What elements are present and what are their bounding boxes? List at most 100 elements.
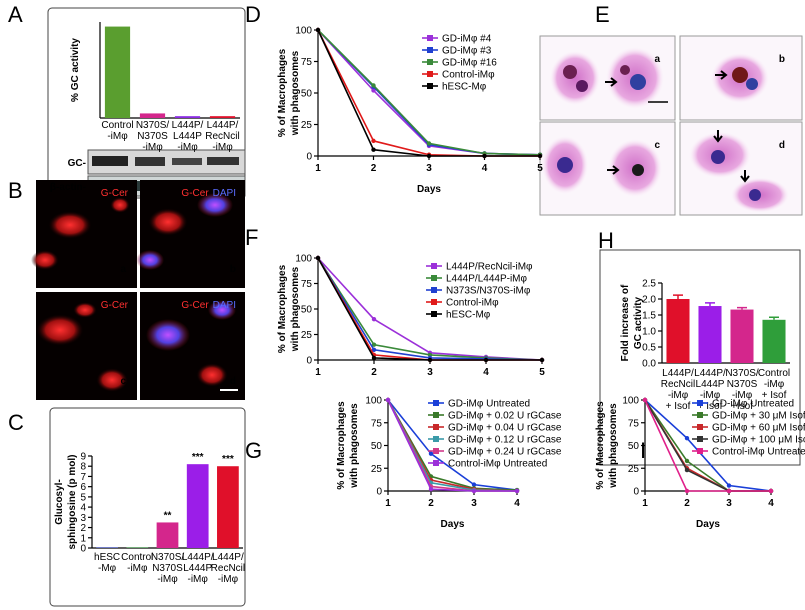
legend-label: GD-iMφ #4 xyxy=(442,34,492,45)
error-bar xyxy=(769,316,779,320)
data-point xyxy=(768,488,774,494)
legend-marker xyxy=(427,47,433,53)
x-tick-label: Control -iMφ xyxy=(101,120,133,142)
y-axis-label: % of Macrophages with phagosomes xyxy=(277,48,301,137)
y-tick-label: 0 xyxy=(633,487,639,498)
y-tick-label: 100 xyxy=(295,26,312,37)
data-point xyxy=(427,352,433,358)
x-tick-label: Control -iMφ + Isof xyxy=(758,368,790,401)
y-axis-label: Glucosyl-sphingosine (p mol) xyxy=(54,455,78,550)
data-point xyxy=(385,397,391,403)
legend-marker xyxy=(433,448,439,454)
stain-name: DAPI xyxy=(213,300,236,311)
y-tick-label: 9 xyxy=(80,452,86,463)
data-point xyxy=(426,153,432,159)
bar xyxy=(126,547,149,548)
panel-label: F xyxy=(245,225,258,250)
x-tick-label: 2 xyxy=(371,163,377,174)
stain-name: G-Cer xyxy=(101,300,129,311)
stain-label: G-Cer DAPI xyxy=(181,300,236,311)
y-tick-label: 50 xyxy=(371,441,383,452)
x-tick-label: 4 xyxy=(768,498,774,509)
legend-label: GD-iMφ #16 xyxy=(442,58,497,69)
y-tick-label: 25 xyxy=(301,120,313,131)
tile-letter: a xyxy=(120,264,126,275)
data-point xyxy=(539,357,545,363)
x-tick-label: 2 xyxy=(428,498,434,509)
x-tick-label: 2 xyxy=(684,498,690,509)
legend-marker xyxy=(431,263,437,269)
data-point xyxy=(726,488,732,494)
error-bar xyxy=(737,306,747,310)
legend-label: GD-iMφ + 0.02 U rGCase xyxy=(448,411,562,422)
stain-name: G-Cer xyxy=(181,188,209,199)
y-tick-label: 7 xyxy=(80,472,86,483)
stain-name: DAPI xyxy=(213,188,236,199)
legend-label: L444P/L444P-iMφ xyxy=(446,274,527,285)
x-tick-label: 4 xyxy=(482,163,488,174)
x-tick-label: 1 xyxy=(315,367,321,378)
data-point xyxy=(371,355,377,361)
y-axis-label: % of Macrophages with phagosomes xyxy=(595,401,619,490)
significance: *** xyxy=(192,452,204,463)
legend-label: hESC-Mφ xyxy=(442,82,487,93)
legend-marker xyxy=(433,400,439,406)
legend-marker xyxy=(697,400,703,406)
legend-label: GD-iMφ + 0.04 U rGCase xyxy=(448,423,562,434)
bar xyxy=(139,113,166,118)
bar xyxy=(730,309,754,363)
stain-label: G-Cer xyxy=(101,188,129,199)
y-tick-label: 50 xyxy=(301,89,313,100)
data-point xyxy=(371,317,377,322)
y-axis-label: % of Macrophages with phagosomes xyxy=(336,401,360,490)
series-line xyxy=(644,399,772,492)
panel-label: D xyxy=(245,2,261,27)
y-tick-label: 6 xyxy=(80,482,86,493)
bar xyxy=(209,116,236,118)
bar xyxy=(186,464,209,548)
legend-marker xyxy=(697,448,703,454)
legend-marker xyxy=(427,71,433,77)
y-tick-label: 75 xyxy=(628,418,640,429)
x-tick-label: 3 xyxy=(726,498,732,509)
legend-label: hESC-Mφ xyxy=(446,310,491,321)
data-point xyxy=(482,153,487,159)
data-point xyxy=(315,27,321,33)
series-line xyxy=(387,399,518,491)
legend-label: GD-iMφ + 100 μM Isof xyxy=(712,435,805,446)
data-point xyxy=(642,397,648,403)
panel-label: G xyxy=(245,438,262,463)
y-tick-label: 2 xyxy=(80,523,86,534)
y-tick-label: 25 xyxy=(628,464,640,475)
data-point xyxy=(426,141,432,146)
y-tick-label: 0 xyxy=(306,152,312,163)
legend-marker xyxy=(427,59,433,65)
data-point xyxy=(371,347,377,352)
y-tick-label: 1.0 xyxy=(642,327,656,338)
legend-marker xyxy=(697,436,703,442)
x-tick-label: 4 xyxy=(514,498,520,509)
x-tick-label: L444P/RecNcil -iMφ xyxy=(211,552,245,585)
tile-letter: c xyxy=(654,140,660,151)
x-tick-label: N370S/N370S -iMφ +Isof xyxy=(725,368,759,412)
legend-marker xyxy=(433,424,439,430)
x-tick-label: 5 xyxy=(539,367,545,378)
tile-letter: a xyxy=(654,54,660,65)
x-tick-label: Control -iMφ xyxy=(121,552,153,574)
y-tick-label: 1 xyxy=(80,533,86,544)
y-axis-label: % GC activity xyxy=(70,38,81,102)
legend-marker xyxy=(433,412,439,418)
legend-marker xyxy=(431,287,437,293)
data-point xyxy=(371,138,376,144)
y-tick-label: 75 xyxy=(301,279,313,290)
tile-letter: d xyxy=(779,140,785,151)
data-point xyxy=(537,153,543,159)
panel-label: C xyxy=(8,410,24,435)
bar xyxy=(96,547,118,548)
y-tick-label: 8 xyxy=(80,462,86,473)
tile-letter: c xyxy=(120,376,126,387)
x-tick-label: 3 xyxy=(427,367,433,378)
stain-name: G-Cer xyxy=(101,188,129,199)
x-tick-label: N370S/N370S -iMφ xyxy=(136,120,170,153)
